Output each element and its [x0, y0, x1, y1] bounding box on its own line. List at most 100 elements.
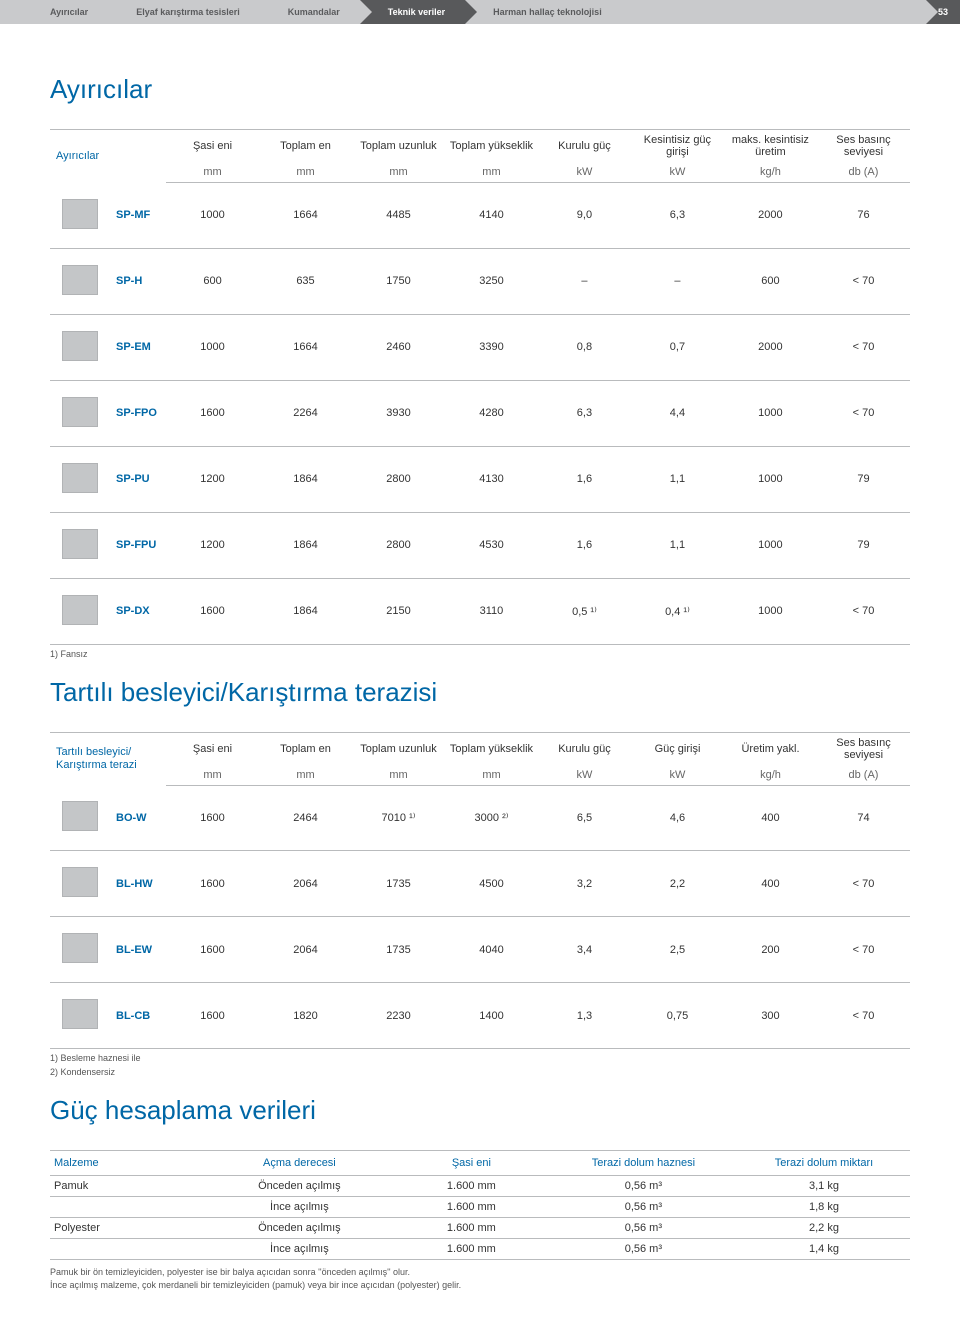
cell: 1000 — [724, 380, 817, 446]
col-unit: mm — [445, 765, 538, 786]
col-unit: db (A) — [817, 765, 910, 786]
cell: 4530 — [445, 512, 538, 578]
cell: 1,3 — [538, 983, 631, 1049]
cell: 1664 — [259, 183, 352, 249]
cell: 1200 — [166, 512, 259, 578]
section2-footnote: 1) Besleme haznesi ile — [50, 1053, 910, 1063]
col-header: Şasi eni — [166, 732, 259, 765]
tab-item[interactable]: Harman hallaç teknolojisi — [465, 0, 926, 24]
cell: 2800 — [352, 512, 445, 578]
cell: 79 — [817, 512, 910, 578]
machine-icon — [62, 999, 98, 1029]
col-unit: mm — [352, 765, 445, 786]
cell: 3000 ²⁾ — [445, 785, 538, 851]
cell: 1000 — [724, 578, 817, 644]
table-row: SP-PU12001864280041301,61,1100079 — [50, 446, 910, 512]
row-label: SP-FPO — [110, 380, 166, 446]
machine-icon — [62, 331, 98, 361]
cell: < 70 — [817, 851, 910, 917]
col-header: Açma derecesi — [205, 1151, 394, 1176]
col-header: maks. kesintisiz üretim — [724, 130, 817, 163]
col-header: Toplam yükseklik — [445, 130, 538, 163]
table-row: İnce açılmış1.600 mm0,56 m³1,4 kg — [50, 1239, 910, 1260]
cell: 2464 — [259, 785, 352, 851]
cell: < 70 — [817, 983, 910, 1049]
cell: 2800 — [352, 446, 445, 512]
section2-footnote: 2) Kondensersiz — [50, 1067, 910, 1077]
cell: 2230 — [352, 983, 445, 1049]
cell: 1664 — [259, 314, 352, 380]
machine-icon — [62, 265, 98, 295]
col-unit: kW — [631, 765, 724, 786]
cell: 2000 — [724, 183, 817, 249]
row-label: SP-PU — [110, 446, 166, 512]
section2-title: Tartılı besleyici/Karıştırma terazisi — [50, 677, 910, 708]
cell: 1,6 — [538, 446, 631, 512]
col-header: Malzeme — [50, 1151, 205, 1176]
machine-icon — [62, 529, 98, 559]
cell: – — [538, 248, 631, 314]
section1-title: Ayırıcılar — [50, 74, 910, 105]
cell: 74 — [817, 785, 910, 851]
cell: 300 — [724, 983, 817, 1049]
cell: 3,4 — [538, 917, 631, 983]
cell: 3930 — [352, 380, 445, 446]
cell: – — [631, 248, 724, 314]
col-header: Terazi dolum miktarı — [738, 1151, 910, 1176]
cell: 4485 — [352, 183, 445, 249]
cell: 2064 — [259, 851, 352, 917]
cell: 6,3 — [631, 183, 724, 249]
tab-item-active[interactable]: Teknik veriler — [360, 0, 465, 24]
col-header: Toplam yükseklik — [445, 732, 538, 765]
cell: 2064 — [259, 917, 352, 983]
cell: 4500 — [445, 851, 538, 917]
machine-icon-cell — [50, 983, 110, 1049]
machine-icon-cell — [50, 380, 110, 446]
cell — [50, 1239, 205, 1260]
cell: 1735 — [352, 851, 445, 917]
col-header: Terazi dolum haznesi — [549, 1151, 738, 1176]
cell: 2460 — [352, 314, 445, 380]
cell: 1864 — [259, 578, 352, 644]
cell: < 70 — [817, 314, 910, 380]
col-unit: db (A) — [817, 162, 910, 183]
col-unit: kW — [538, 162, 631, 183]
cell: 4280 — [445, 380, 538, 446]
page-body: Ayırıcılar Ayırıcılar Şasi eni Toplam en… — [0, 24, 960, 1321]
tab-item[interactable]: Ayırıcılar — [0, 0, 108, 24]
table-row: BL-EW16002064173540403,42,5200< 70 — [50, 917, 910, 983]
cell: 1864 — [259, 512, 352, 578]
cell: 2150 — [352, 578, 445, 644]
row-label: BL-CB — [110, 983, 166, 1049]
cell: 3,2 — [538, 851, 631, 917]
tab-item[interactable]: Kumandalar — [260, 0, 360, 24]
table-row: PamukÖnceden açılmış1.600 mm0,56 m³3,1 k… — [50, 1176, 910, 1197]
machine-icon-cell — [50, 183, 110, 249]
cell: 76 — [817, 183, 910, 249]
cell: Polyester — [50, 1218, 205, 1239]
cell: 635 — [259, 248, 352, 314]
cell: 4,6 — [631, 785, 724, 851]
row-label: BO-W — [110, 785, 166, 851]
cell: İnce açılmış — [205, 1239, 394, 1260]
cell: 2000 — [724, 314, 817, 380]
cell: 1000 — [724, 446, 817, 512]
col-unit: mm — [352, 162, 445, 183]
machine-icon-cell — [50, 446, 110, 512]
section3-table: Malzeme Açma derecesi Şasi eni Terazi do… — [50, 1150, 910, 1260]
col-header: Toplam en — [259, 732, 352, 765]
tab-item[interactable]: Elyaf karıştırma tesisleri — [108, 0, 260, 24]
cell: 1400 — [445, 983, 538, 1049]
col-header: Toplam uzunluk — [352, 130, 445, 163]
machine-icon — [62, 801, 98, 831]
cell: 1600 — [166, 983, 259, 1049]
cell: 2,5 — [631, 917, 724, 983]
cell: 0,7 — [631, 314, 724, 380]
cell: 0,56 m³ — [549, 1239, 738, 1260]
machine-icon — [62, 199, 98, 229]
cell: 1.600 mm — [394, 1197, 549, 1218]
cell: 1.600 mm — [394, 1239, 549, 1260]
col-unit: kg/h — [724, 162, 817, 183]
table-corner: Ayırıcılar — [50, 130, 166, 183]
col-header: Kesintisiz güç girişi — [631, 130, 724, 163]
